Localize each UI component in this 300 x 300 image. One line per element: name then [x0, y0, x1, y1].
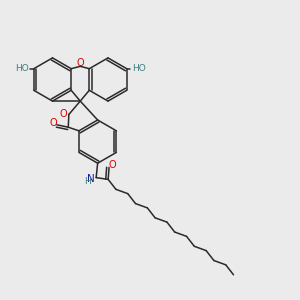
Text: O: O: [108, 160, 116, 170]
Text: HO: HO: [132, 64, 145, 73]
Text: HO: HO: [15, 64, 29, 73]
Text: H: H: [84, 177, 91, 186]
Text: O: O: [60, 109, 67, 119]
Text: O: O: [76, 58, 84, 68]
Text: O: O: [50, 118, 57, 128]
Text: N: N: [88, 174, 95, 184]
